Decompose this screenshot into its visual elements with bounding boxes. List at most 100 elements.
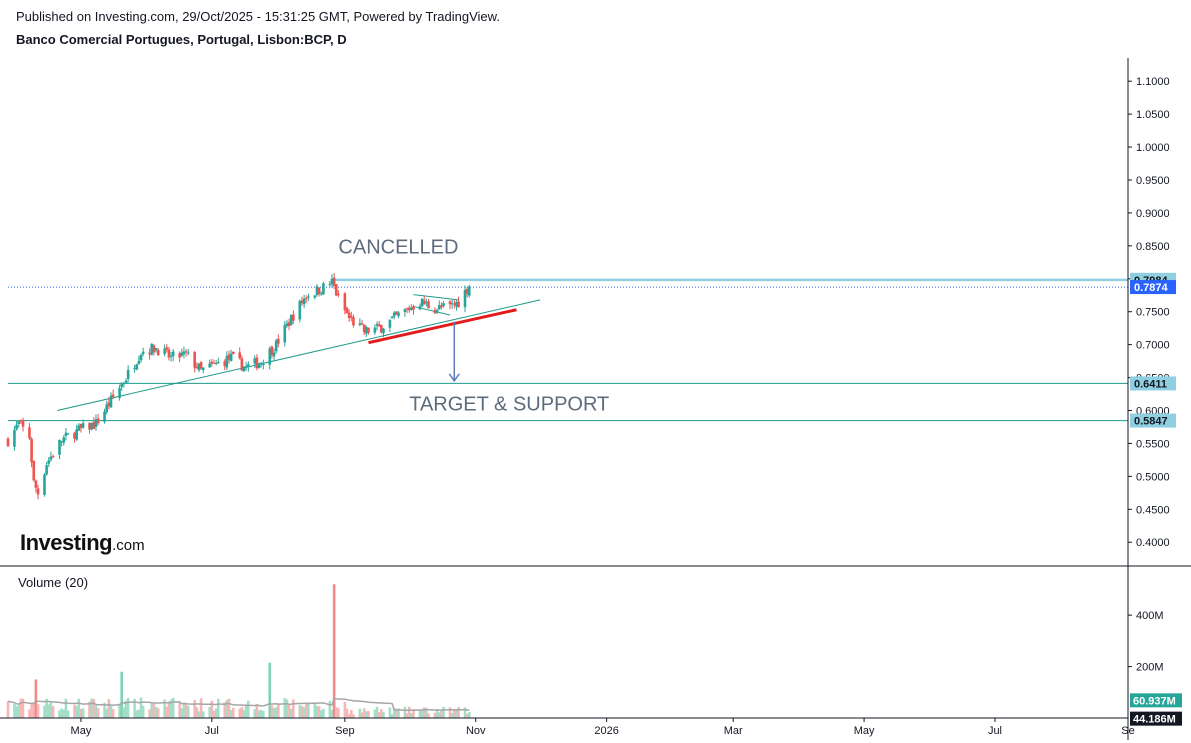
candle-body (148, 352, 151, 355)
volume-bar (238, 708, 242, 718)
candle-body (433, 310, 437, 314)
candle-body (36, 488, 40, 495)
volume-bar (375, 706, 379, 718)
candle-body (343, 293, 347, 310)
candle-body (171, 351, 175, 357)
volume-bar (349, 710, 353, 718)
candle-body (247, 364, 250, 367)
volume-bar (122, 707, 126, 718)
volume-bar (60, 708, 63, 718)
candle-body (197, 363, 201, 371)
volume-bar (287, 704, 291, 718)
volume-series (6, 584, 471, 718)
candle-body (94, 419, 98, 427)
volume-bar (418, 710, 422, 718)
vol-tick-label: 400M (1136, 610, 1164, 622)
volume-bar (47, 704, 51, 718)
y-tick-label: 0.7500 (1136, 307, 1170, 319)
volume-bar (103, 702, 106, 718)
volume-bar (171, 697, 175, 718)
logo-main: Investing (20, 530, 113, 555)
volume-bar (92, 699, 96, 718)
candle-body (13, 429, 16, 447)
candle-body (253, 358, 257, 364)
volume-bar (178, 701, 181, 718)
volume-bar (152, 703, 156, 718)
x-tick-label: Nov (466, 725, 486, 737)
candle-body (390, 316, 394, 318)
volume-bar (330, 709, 334, 718)
volume-bar (28, 709, 31, 718)
investing-logo: Investing.com (20, 530, 145, 556)
candle-body (156, 350, 160, 356)
volume-bar (197, 711, 201, 718)
volume-bar (21, 698, 25, 718)
candle-body (452, 303, 456, 305)
volume-bar (358, 708, 362, 718)
candle-body (60, 441, 63, 443)
candle-body (32, 460, 36, 481)
candle-body (49, 456, 53, 460)
volume-bar (193, 699, 196, 718)
candle-body (225, 356, 229, 368)
volume-bar (422, 707, 426, 718)
y-tick-label: 0.5500 (1136, 438, 1170, 450)
volume-bar (247, 700, 250, 718)
x-tick-label: Se (1121, 725, 1134, 737)
candle-body (90, 422, 93, 430)
candle-body (201, 367, 205, 370)
volume-bar (240, 707, 244, 718)
volume-bar (43, 705, 46, 718)
volume-bar (468, 712, 471, 718)
volume-bar (319, 710, 323, 718)
candle-body (186, 352, 190, 354)
candle-body (28, 427, 31, 439)
candle-body (81, 423, 85, 428)
candle-body (163, 348, 166, 355)
candle-body (322, 283, 325, 295)
volume-badge-label: 44.186M (1133, 714, 1176, 726)
volume-bar (313, 702, 317, 718)
candle-body (395, 311, 398, 315)
candle-body (332, 277, 336, 287)
candle-body (103, 411, 106, 422)
volume-bar (277, 704, 280, 718)
volume-bar (88, 701, 91, 718)
candle-body (289, 314, 293, 325)
candle-body (118, 388, 121, 398)
price-badge-label: 0.6411 (1134, 378, 1167, 390)
volume-bar (214, 708, 218, 718)
volume-bar (229, 709, 233, 718)
volume-bar (452, 709, 456, 718)
volume-bar (283, 697, 287, 718)
candle-body (43, 474, 46, 495)
candle-body (137, 360, 141, 364)
volume-bar (163, 699, 166, 718)
volume-bar (30, 703, 33, 718)
volume-bar (425, 707, 428, 718)
candle-body (62, 437, 66, 443)
candle-body (15, 424, 18, 430)
candle-body (182, 351, 186, 355)
candle-body (270, 346, 274, 356)
volume-bar (437, 712, 441, 718)
volume-bar (13, 703, 16, 718)
candles-series (6, 273, 471, 500)
candle-body (92, 422, 96, 429)
price-badge-label: 0.7874 (1134, 282, 1169, 294)
candle-body (422, 300, 426, 305)
volume-bar (156, 708, 160, 718)
candle-body (358, 323, 362, 325)
volume-bar (133, 698, 136, 718)
candle-body (347, 312, 351, 319)
candle-body (139, 354, 143, 361)
volume-bar (410, 713, 413, 718)
volume-bar (347, 714, 351, 718)
candle-body (407, 307, 411, 311)
candle-body (302, 298, 306, 305)
volume-bar (457, 707, 460, 718)
volume-bar (199, 698, 203, 718)
volume-bar (304, 703, 308, 718)
volume-bar (332, 584, 336, 718)
